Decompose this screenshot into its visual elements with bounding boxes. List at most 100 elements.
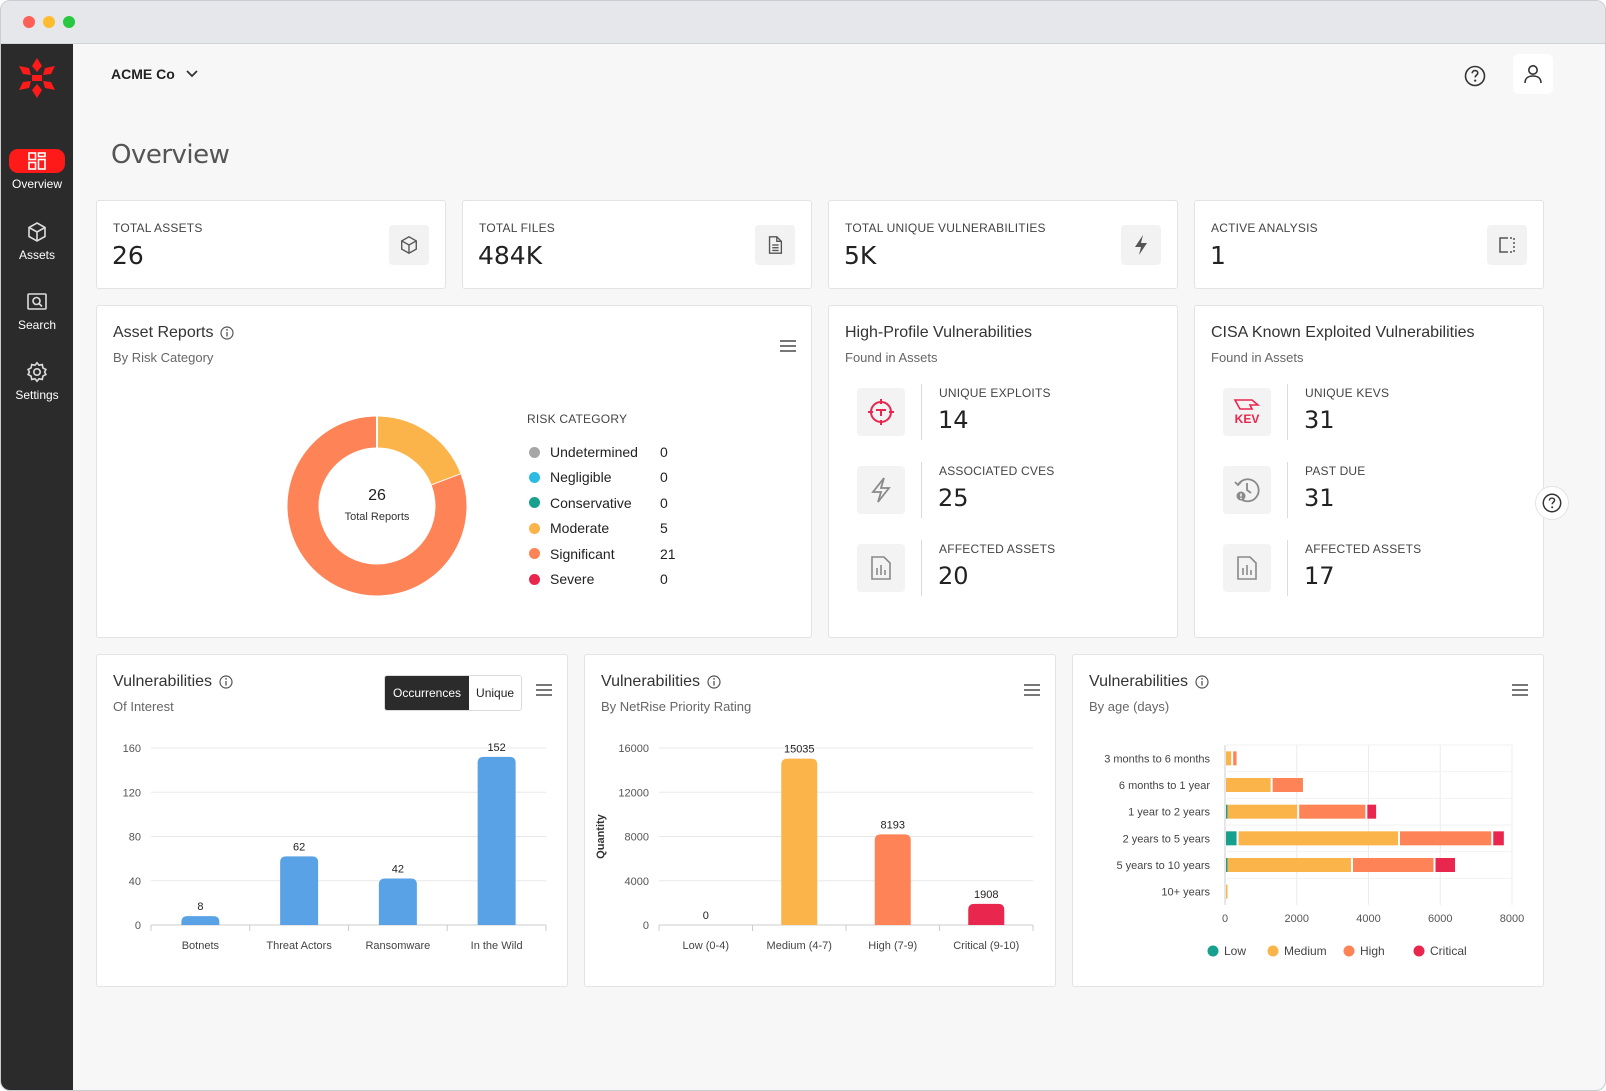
card-title-text: Asset Reports xyxy=(113,324,214,341)
legend-item-severe[interactable]: Severe 0 xyxy=(529,571,668,587)
user-menu-button[interactable] xyxy=(1513,54,1553,94)
legend-item-low[interactable]: Low xyxy=(1207,944,1247,958)
bar-segment-low[interactable] xyxy=(1226,831,1237,846)
unique-kevs-row[interactable]: KEV UNIQUE KEVS 31 xyxy=(1223,384,1523,440)
org-selector[interactable]: ACME Co xyxy=(111,66,199,82)
legend-item-high[interactable]: High xyxy=(1343,944,1385,958)
bar-segment-medium[interactable] xyxy=(1238,831,1398,846)
bar-threat-actors[interactable] xyxy=(280,856,319,925)
y-tick-label: 4000 xyxy=(625,876,649,888)
affected-assets-row[interactable]: AFFECTED ASSETS 17 xyxy=(1223,540,1523,596)
occurrences-toggle-button[interactable]: Occurrences xyxy=(385,676,470,710)
occurrences-unique-toggle: Occurrences Unique xyxy=(384,675,523,711)
main-content: ACME Co Overview TOTAL ASSETS 26 TOTAL F… xyxy=(73,44,1605,1090)
metric-label: AFFECTED ASSETS xyxy=(1305,542,1422,556)
close-window-button[interactable] xyxy=(23,16,35,28)
metric-label: AFFECTED ASSETS xyxy=(939,542,1056,556)
donut-center-value: 26 xyxy=(368,487,386,504)
cube-icon xyxy=(389,225,429,265)
affected-assets-row[interactable]: AFFECTED ASSETS 20 xyxy=(857,540,1157,596)
legend-swatch xyxy=(529,522,540,534)
y-tick-label: 40 xyxy=(129,876,141,888)
info-icon[interactable] xyxy=(220,326,235,340)
metric-label: UNIQUE KEVS xyxy=(1305,386,1390,400)
hamburger-menu-icon[interactable] xyxy=(535,683,553,697)
card-title-text: Vulnerabilities xyxy=(1089,673,1189,690)
legend-item-moderate[interactable]: Moderate 5 xyxy=(529,520,668,536)
sidebar-item-search[interactable]: Search xyxy=(1,290,73,352)
bar-high-7-9-[interactable] xyxy=(874,834,911,925)
netrise-logo-icon[interactable] xyxy=(15,56,59,100)
search-icon xyxy=(9,290,65,314)
legend-value: 0 xyxy=(660,469,668,486)
x-tick-label: 8000 xyxy=(1500,913,1524,925)
info-icon[interactable] xyxy=(219,675,233,689)
legend-swatch xyxy=(1413,945,1425,957)
cube-icon xyxy=(9,220,65,244)
y-tick-label: 5 years to 10 years xyxy=(1116,860,1210,872)
bar-segment-high[interactable] xyxy=(1399,831,1492,846)
asset-reports-card: Asset Reports By Risk Category 26 Total … xyxy=(96,305,812,638)
sidebar-item-label: Assets xyxy=(18,248,55,262)
bar-critical-9-10-[interactable] xyxy=(968,903,1005,925)
legend-item-medium[interactable]: Medium xyxy=(1267,944,1327,958)
bar-segment-critical[interactable] xyxy=(1435,858,1456,872)
legend-item-conservative[interactable]: Conservative 0 xyxy=(529,495,668,511)
donut-slice-significant[interactable] xyxy=(287,416,467,596)
page-title: Overview xyxy=(111,140,230,170)
asset-report-icon xyxy=(857,544,905,592)
x-tick-label: Critical (9-10) xyxy=(953,940,1019,952)
help-icon[interactable] xyxy=(1535,486,1569,520)
legend-item-critical[interactable]: Critical xyxy=(1413,944,1467,958)
sidebar-item-settings[interactable]: Settings xyxy=(1,360,73,422)
lightning-icon xyxy=(857,466,905,514)
info-icon[interactable] xyxy=(1195,675,1209,689)
x-tick-label: Threat Actors xyxy=(266,940,332,952)
bar-segment-medium[interactable] xyxy=(1226,884,1228,899)
bar-ransomware[interactable] xyxy=(378,878,417,925)
past-due-row[interactable]: PAST DUE 31 xyxy=(1223,462,1523,518)
hamburger-menu-icon[interactable] xyxy=(779,339,797,353)
bar-segment-critical[interactable] xyxy=(1367,804,1377,819)
legend-label: Moderate xyxy=(550,520,610,537)
legend-swatch xyxy=(529,497,540,509)
donut-slice-moderate[interactable] xyxy=(376,416,461,486)
minimize-window-button[interactable] xyxy=(43,16,55,28)
legend-item-significant[interactable]: Significant 21 xyxy=(529,546,676,562)
sidebar-item-assets[interactable]: Assets xyxy=(1,220,73,282)
bar-segment-medium[interactable] xyxy=(1226,778,1271,792)
bar-segment-critical[interactable] xyxy=(1493,831,1504,846)
sidebar-item-label: Settings xyxy=(15,388,59,402)
unique-exploits-row[interactable]: UNIQUE EXPLOITS 14 xyxy=(857,384,1157,440)
bar-segment-medium[interactable] xyxy=(1226,751,1232,766)
legend-item-undetermined[interactable]: Undetermined 0 xyxy=(529,444,668,460)
bar-segment-high[interactable] xyxy=(1352,858,1434,872)
legend-item-negligible[interactable]: Negligible 0 xyxy=(529,469,668,485)
bar-segment-low[interactable] xyxy=(1226,858,1228,872)
hamburger-menu-icon[interactable] xyxy=(1511,683,1529,697)
y-tick-label: 160 xyxy=(123,743,141,755)
bar-segment-high[interactable] xyxy=(1233,751,1237,766)
associated-cves-row[interactable]: ASSOCIATED CVES 25 xyxy=(857,462,1157,518)
bar-segment-high[interactable] xyxy=(1299,804,1366,819)
maximize-window-button[interactable] xyxy=(63,16,75,28)
bar-segment-high[interactable] xyxy=(1272,778,1303,792)
help-icon[interactable] xyxy=(1463,64,1487,88)
bar-segment-low[interactable] xyxy=(1226,804,1228,819)
legend-title: RISK CATEGORY xyxy=(527,412,628,426)
bar-medium-4-7-[interactable] xyxy=(781,758,818,925)
bar-in-the-wild[interactable] xyxy=(477,756,516,925)
y-tick-label: 2 years to 5 years xyxy=(1123,833,1211,845)
bar-botnets[interactable] xyxy=(181,916,220,925)
sidebar-item-overview[interactable]: Overview xyxy=(1,149,73,211)
bar-segment-medium[interactable] xyxy=(1227,858,1351,872)
stat-card-total-assets: TOTAL ASSETS 26 xyxy=(96,200,446,289)
metric-value: 31 xyxy=(1304,406,1335,434)
hamburger-menu-icon[interactable] xyxy=(1023,683,1041,697)
bar-segment-medium[interactable] xyxy=(1227,804,1298,819)
metric-value: 17 xyxy=(1304,562,1335,590)
info-icon[interactable] xyxy=(707,675,721,689)
metric-label: PAST DUE xyxy=(1305,464,1366,478)
svg-text:KEV: KEV xyxy=(1235,412,1260,426)
unique-toggle-button[interactable]: Unique xyxy=(469,676,522,710)
